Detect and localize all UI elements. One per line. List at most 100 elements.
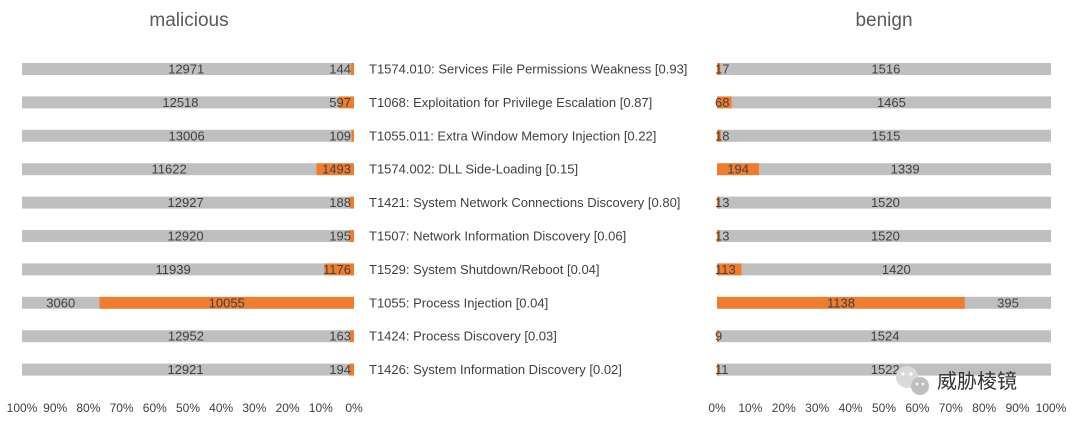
malicious-tick-label: 30% [242, 401, 266, 415]
malicious-present-label: 188 [329, 195, 351, 210]
benign-present-bar [717, 330, 719, 343]
category-label: T1426: System Information Discovery [0.0… [369, 362, 622, 377]
malicious-absent-label: 12971 [168, 62, 204, 77]
malicious-absent-bar [22, 230, 350, 242]
malicious-axis-ticks: 100% 90% 80% 70% 60% 50% 40% 30% 20% 10% 0% [7, 401, 363, 415]
malicious-absent-label: 12921 [167, 362, 203, 377]
malicious-present-bar [316, 163, 354, 176]
category-label: T1574.002: DLL Side-Loading [0.15] [369, 162, 578, 177]
malicious-tick-label: 90% [43, 401, 67, 415]
benign-tick-label: 10% [738, 401, 762, 415]
malicious-absent-bar [22, 296, 100, 309]
benign-absent-label: 1465 [877, 95, 906, 110]
benign-tick-label: 40% [839, 401, 863, 415]
benign-tick-label: 0% [708, 401, 726, 415]
watermark: 威胁棱镜 [896, 366, 1017, 395]
malicious-tick-label: 50% [176, 401, 200, 415]
benign-present-label: 194 [727, 162, 749, 177]
category-label: T1574.010: Services File Permissions Wea… [369, 62, 687, 77]
benign-absent-label: 1516 [871, 62, 900, 77]
malicious-absent-bar [22, 330, 350, 343]
benign-absent-bar [964, 296, 1051, 309]
malicious-absent-label: 12952 [168, 329, 204, 344]
benign-absent-label: 1520 [871, 229, 900, 244]
benign-tick-label: 80% [972, 401, 996, 415]
benign-absent-bar [719, 230, 1051, 242]
benign-present-label: 13 [715, 195, 729, 210]
malicious-present-bar [338, 96, 354, 109]
category-label: T1507: Network Information Discovery [0.… [369, 229, 626, 244]
benign-absent-bar [741, 263, 1051, 276]
malicious-absent-label: 13006 [169, 128, 205, 143]
benign-present-label: 11 [715, 362, 729, 377]
benign-absent-label: 1420 [882, 262, 911, 277]
malicious-present-label: 163 [329, 329, 351, 344]
benign-present-bar [717, 263, 742, 276]
category-label: T1529: System Shutdown/Reboot [0.04] [369, 262, 600, 277]
malicious-absent-label: 3060 [46, 295, 75, 310]
benign-present-bar [717, 196, 720, 209]
category-label: T1055: Process Injection [0.04] [369, 295, 548, 310]
benign-present-bar [717, 129, 721, 142]
benign-present-label: 1138 [827, 295, 855, 310]
category-label: T1055.011: Extra Window Memory Injection… [369, 128, 656, 143]
malicious-present-label: 194 [329, 362, 351, 377]
benign-absent-bar [720, 63, 1051, 75]
malicious-present-label: 10055 [209, 295, 245, 310]
benign-present-bar [717, 96, 732, 109]
benign-tick-label: 70% [939, 401, 963, 415]
benign-axis-ticks: 0% 10% 20% 30% 40% 50% 60% 70% 80% 90% 100% [708, 401, 1066, 415]
benign-tick-label: 90% [1006, 401, 1030, 415]
malicious-present-bar [349, 363, 354, 376]
malicious-present-bar [349, 230, 354, 242]
malicious-present-bar [349, 196, 354, 209]
malicious-present-label: 144 [329, 62, 351, 77]
benign-tick-label: 60% [905, 401, 929, 415]
malicious-absent-bar [22, 263, 325, 276]
benign-present-label: 18 [715, 128, 729, 143]
benign-absent-label: 1515 [871, 128, 900, 143]
malicious-present-label: 109 [329, 128, 351, 143]
malicious-panel-title: malicious [149, 10, 228, 31]
benign-panel-title: benign [855, 10, 912, 31]
malicious-tick-label: 10% [309, 401, 333, 415]
malicious-tick-label: 60% [143, 401, 167, 415]
malicious-present-bar [350, 63, 354, 75]
watermark-text: 威胁棱镜 [937, 369, 1017, 393]
malicious-absent-label: 11939 [156, 262, 191, 277]
malicious-absent-bar [22, 196, 350, 209]
malicious-present-label: 597 [329, 95, 351, 110]
malicious-tick-label: 0% [345, 401, 363, 415]
benign-absent-bar [759, 163, 1051, 176]
benign-present-bar [717, 363, 720, 376]
category-label: T1068: Exploitation for Privilege Escala… [369, 95, 652, 110]
benign-present-label: 17 [715, 62, 729, 77]
category-labels: T1574.010: Services File Permissions Wea… [369, 62, 687, 378]
benign-absent-bar [731, 96, 1051, 109]
malicious-present-label: 1493 [322, 162, 351, 177]
benign-present-bar [717, 63, 721, 75]
benign-present-label: 9 [715, 329, 722, 344]
benign-present-bar [717, 230, 720, 242]
malicious-present-bar [99, 296, 354, 309]
malicious-absent-bar [22, 163, 317, 176]
benign-absent-bar [718, 330, 1051, 343]
malicious-present-bar [349, 330, 354, 343]
benign-absent-bar [719, 196, 1051, 209]
benign-present-bar [717, 163, 760, 176]
wechat-icon [896, 366, 929, 395]
malicious-tick-label: 100% [7, 401, 38, 415]
malicious-absent-label: 11622 [152, 162, 187, 177]
benign-absent-label: 1339 [891, 162, 920, 177]
benign-tick-label: 20% [772, 401, 796, 415]
benign-absent-label: 1524 [871, 329, 900, 344]
malicious-absent-label: 12927 [168, 195, 204, 210]
malicious-tick-label: 40% [209, 401, 233, 415]
malicious-tick-label: 80% [76, 401, 100, 415]
malicious-tick-label: 20% [276, 401, 300, 415]
benign-tick-label: 30% [805, 401, 829, 415]
malicious-present-label: 1176 [323, 262, 351, 277]
benign-absent-bar [720, 129, 1051, 142]
